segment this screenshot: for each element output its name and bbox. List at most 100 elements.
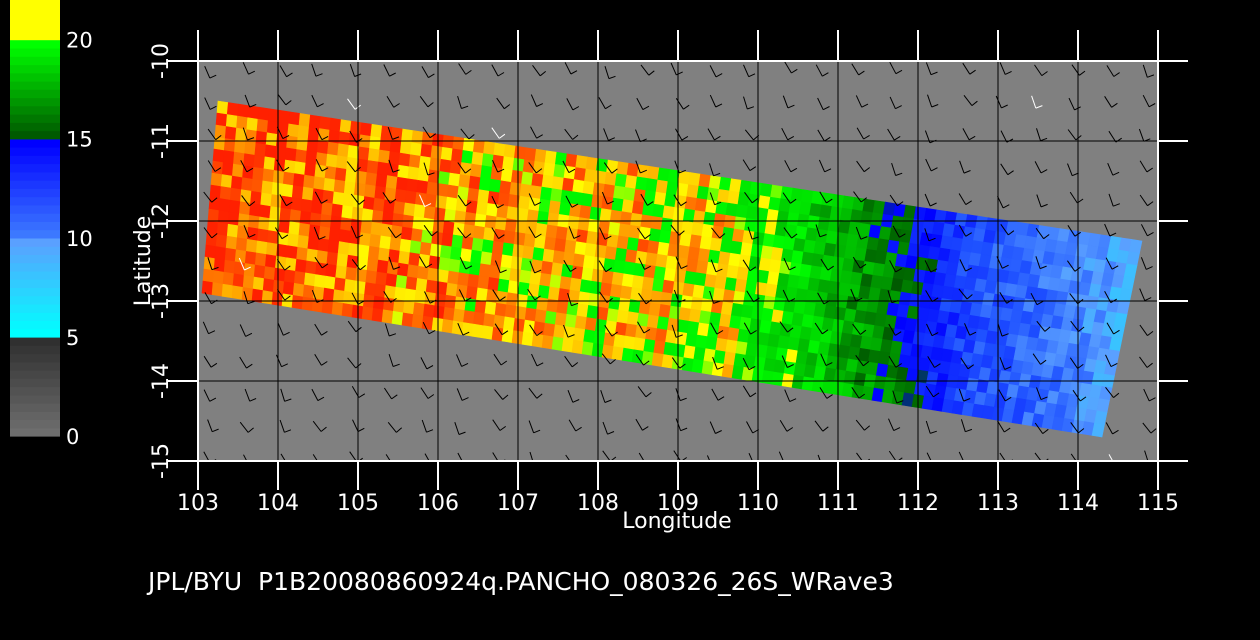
wind-barb-flag [861,103,869,108]
wind-barb-flag [1007,170,1014,176]
wind-barb-shaft [383,64,390,77]
colorbar-segment [10,3,60,8]
wind-barb-flag [1002,204,1010,209]
swath-cell [503,230,516,245]
wind-barb-flag [1043,234,1050,240]
swath-cell [467,273,480,289]
wind-barb-shaft [855,95,863,108]
swath-cell [549,274,562,289]
swath-cell [373,197,386,213]
swath-cell [379,137,392,152]
wind-barb-flag [425,263,433,269]
swath-cell [241,177,254,192]
swath-cell [510,169,524,185]
wind-barb-shaft [494,389,504,400]
wind-barb-shaft [711,388,719,401]
wind-barb-flag [282,166,290,172]
wind-barb-shaft [855,226,862,240]
wind-barb-flag [1040,396,1048,401]
wind-barb-flag [284,429,292,433]
swath-cell [352,292,365,307]
wind-barb-shaft [491,195,498,209]
swath-cell [547,212,560,227]
swath-cell [633,262,647,278]
wind-barb-shaft [566,98,574,111]
swath-cell [713,213,727,228]
wind-barb-shaft [492,419,501,431]
swath-cell [509,182,522,197]
swath-cell [378,247,391,262]
swath-cell [494,216,508,232]
swath-cell [521,331,534,347]
wind-barb-flag [571,302,579,307]
wind-barb-shaft [599,227,606,240]
swath-cell [231,163,244,179]
wind-barb-flag [1111,102,1118,108]
wind-barb-shaft [925,62,932,75]
swath-cell [640,214,653,229]
wind-barb-shaft [457,195,467,207]
swath-cell [503,144,517,159]
wind-barb-shaft [779,321,788,333]
wind-barb-flag [893,427,901,432]
wind-barb-shaft [892,390,898,404]
swath-cell [224,126,237,141]
x-tick-label: 107 [497,491,539,516]
swath-cell [421,229,434,245]
wind-barb-flag [895,331,902,336]
wind-barb-flag [426,365,434,370]
swath-cell [244,251,257,266]
swath-cell [561,338,574,353]
wind-barb-shaft [456,354,463,367]
wind-barb-shaft [889,194,898,206]
wind-barb-shaft [1032,353,1041,365]
swath-cell [596,306,610,322]
swath-cell [553,324,566,339]
swath-cell [417,167,430,183]
colorbar [10,0,60,437]
wind-barb-flag [822,72,829,77]
wind-barb-shaft [532,65,541,77]
wind-barb-shaft [349,64,356,77]
colorbar-segment [10,378,60,388]
swath-cell [493,228,506,244]
swath-cell [334,167,347,182]
wind-barb-shaft [999,452,1006,461]
swath-cell [601,344,615,359]
wind-barb-flag [640,169,647,174]
swath-cell [563,326,576,341]
swath-cell [513,318,526,333]
wind-barb-shaft [458,63,467,75]
wind-barb-shaft [564,62,572,75]
swath-cell [231,285,244,300]
wind-barb-shaft [1138,128,1145,142]
wind-barb-flag [500,360,508,366]
wind-barb-flag [536,331,543,337]
swath-cell [366,258,379,273]
swath-cell [460,248,473,263]
swath-cell [283,269,296,284]
wind-barb-flag [534,295,541,301]
wind-barb-shaft [351,259,361,271]
wind-barb-shaft [350,225,357,239]
swath-cell [631,275,645,290]
swath-cell [407,166,420,181]
wind-barb-flag [965,267,973,272]
wind-barb-shaft [710,259,717,272]
swath-cell [521,171,534,186]
swath-cell [516,207,530,223]
swath-cell [441,318,454,334]
wind-barb-flag [1036,300,1044,306]
swath-cell [423,205,437,221]
wind-barb-shaft [1106,322,1115,335]
colorbar-tick-label: 20 [66,29,93,53]
swath-cell [457,186,470,201]
wind-barb-flag [895,267,903,273]
swath-cell [602,183,616,199]
colorbar-segment [10,411,60,421]
colorbar-segment [10,64,60,74]
swath-cell [470,249,483,265]
swath-cell [255,240,268,255]
wind-barb-flag [719,233,726,239]
wind-barb-shaft [963,94,973,106]
